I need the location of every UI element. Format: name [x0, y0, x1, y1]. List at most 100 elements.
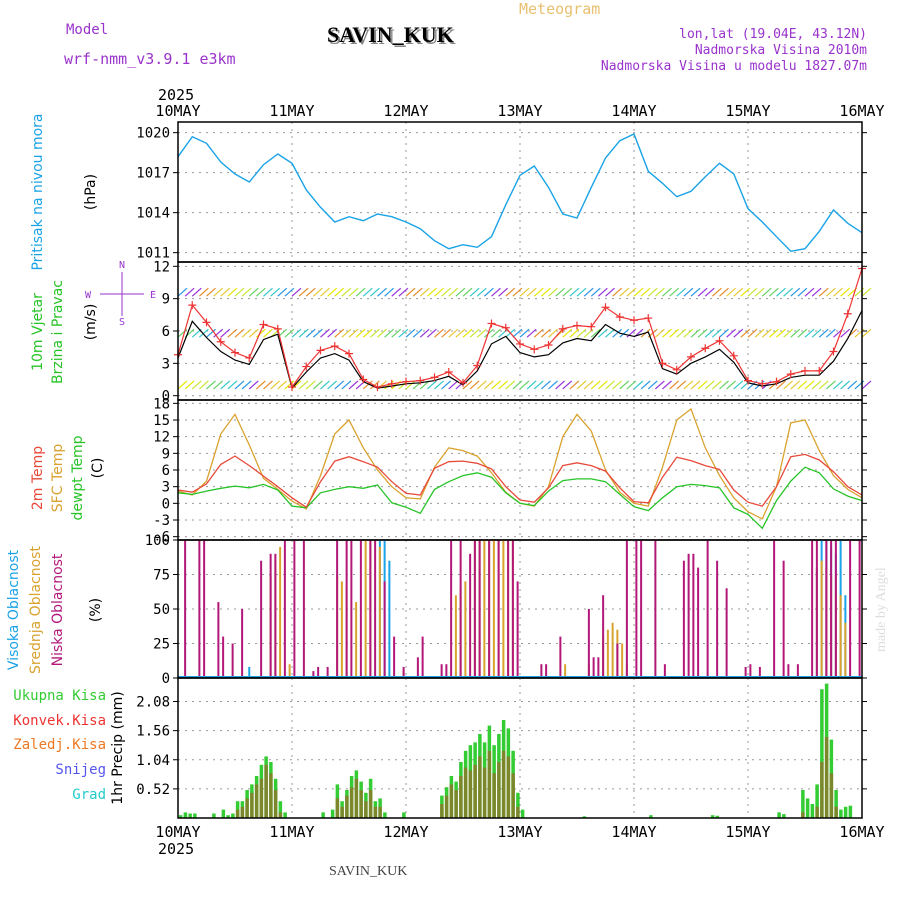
wind-direction-barb [590, 287, 601, 297]
cloud-low-bar [374, 540, 377, 678]
wind-gust-marker [758, 379, 767, 388]
wind-direction-barb [277, 380, 288, 390]
wind-direction-barb [719, 380, 729, 390]
wind-direction-barb [540, 380, 551, 390]
wind-direction-barb [248, 287, 259, 297]
wind-direction-barb [861, 328, 872, 338]
wind-ytick-label: 0 [162, 389, 170, 405]
wind-direction-barb [711, 287, 722, 297]
x-tick-label-top: 16MAY [839, 102, 884, 120]
wind-direction-barb [697, 287, 708, 297]
temp-ytick-label: 6 [162, 463, 170, 479]
cloud-low-bar [635, 540, 638, 678]
wind-direction-barb [833, 380, 843, 390]
wind-direction-barb [797, 287, 808, 297]
temp-ylabel-sfc: SFC Temp [50, 444, 66, 513]
wind-direction-barb [341, 287, 352, 297]
wind-direction-barb [519, 328, 530, 338]
precip-total-bar [839, 809, 843, 818]
temp-dewpt-line [177, 466, 863, 530]
wind-direction-barb [690, 380, 701, 390]
wind-direction-barb [512, 380, 523, 390]
wind-direction-barb [305, 380, 316, 390]
wind-direction-barb [619, 287, 630, 297]
x-tick-label-top: 10MAY [155, 102, 200, 120]
precip-total-bar [710, 815, 715, 818]
cloud-low-bar [716, 560, 719, 678]
wind-direction-barb [198, 287, 209, 297]
cloud-low-bar [663, 664, 666, 678]
wind-direction-barb [733, 380, 744, 390]
wind-direction-barb [726, 328, 737, 338]
precip-conv-bar [373, 806, 378, 818]
wind-direction-barb [291, 287, 302, 297]
wind-gust-marker [473, 361, 482, 370]
precip-conv-bar [368, 790, 373, 818]
cloud-low-bar [540, 664, 543, 678]
wind-direction-barb [284, 287, 295, 297]
cloud-low-bar [497, 540, 500, 678]
cloud-low-bar [445, 664, 448, 678]
temp-ytick-label: 9 [162, 446, 170, 462]
wind-direction-barb [633, 380, 644, 390]
wind-direction-barb [654, 380, 665, 390]
wind-direction-barb [662, 287, 672, 297]
temp-grid [173, 400, 867, 540]
precip-ytick-label: 1.56 [136, 724, 170, 740]
wind-direction-barb [270, 287, 281, 297]
wind-direction-barb [733, 328, 744, 338]
x-tick-label-top: 13MAY [497, 102, 542, 120]
wind-gust-marker [402, 377, 410, 386]
cloud-mid-bar [820, 560, 823, 678]
wind-direction-barb [476, 287, 487, 297]
cloud-mid-bar [464, 581, 467, 678]
wind-gust-marker [644, 314, 653, 323]
cloud-low-bar [706, 540, 709, 678]
cloud-high-bar [248, 666, 251, 678]
wind-direction-barb [320, 380, 330, 390]
cloud-low-bar [849, 540, 852, 678]
wind-ylabel-1: 10m Vjetar [30, 293, 46, 371]
cloud-high-bar [388, 560, 391, 678]
cloud-low-bar [858, 540, 861, 678]
precip-total-bar [834, 790, 838, 818]
wind-gust-marker [359, 375, 368, 384]
temp-ytick-label: 18 [153, 396, 170, 412]
wind-direction-barb [213, 287, 224, 297]
wind-direction-barb [840, 380, 851, 390]
wind-gust-marker [416, 376, 425, 385]
cloud-low-bar [682, 560, 685, 678]
model-elevation-label: Nadmorska Visina u modelu 1827.07m [601, 59, 867, 74]
wind-direction-barb [369, 380, 380, 390]
cloud-mid-bar [844, 622, 847, 678]
wind-direction-barb [619, 328, 630, 338]
precip-conv-bar [829, 773, 834, 818]
wind-direction-barb [362, 287, 373, 297]
temp-ytick-label: -6 [153, 530, 170, 546]
wind-direction-barb [811, 328, 822, 338]
precip-conv-bar [801, 812, 805, 818]
cloud-low-bar [545, 664, 548, 678]
pressure-ylabel: Pritisak na nivou mora [30, 113, 46, 270]
precip-total-bar [843, 806, 848, 818]
wind-direction-barb [519, 287, 530, 297]
wind-direction-barb [704, 380, 715, 390]
precip-conv-bar [459, 776, 463, 818]
cloud-low-bar [478, 540, 481, 678]
cloud-low-bar [625, 540, 628, 678]
wind-direction-barb [483, 380, 494, 390]
cloud-low-bar [260, 560, 263, 678]
wind-direction-barb [434, 380, 444, 390]
wind-direction-barb [298, 287, 309, 297]
wind-direction-barb [533, 328, 544, 338]
cloud-low-bar [469, 553, 472, 678]
wind-direction-barb [825, 328, 836, 338]
wind-direction-barb [612, 328, 623, 338]
wind-direction-barb [327, 287, 338, 297]
cloud-mid-bar [364, 540, 367, 678]
wind-direction-barb [448, 380, 459, 390]
wind-direction-barb [683, 287, 694, 297]
temp-ylabel-dewpt: dewpt Temp [70, 435, 86, 520]
wind-direction-barb [227, 328, 238, 338]
wind-direction-barb [320, 328, 330, 338]
